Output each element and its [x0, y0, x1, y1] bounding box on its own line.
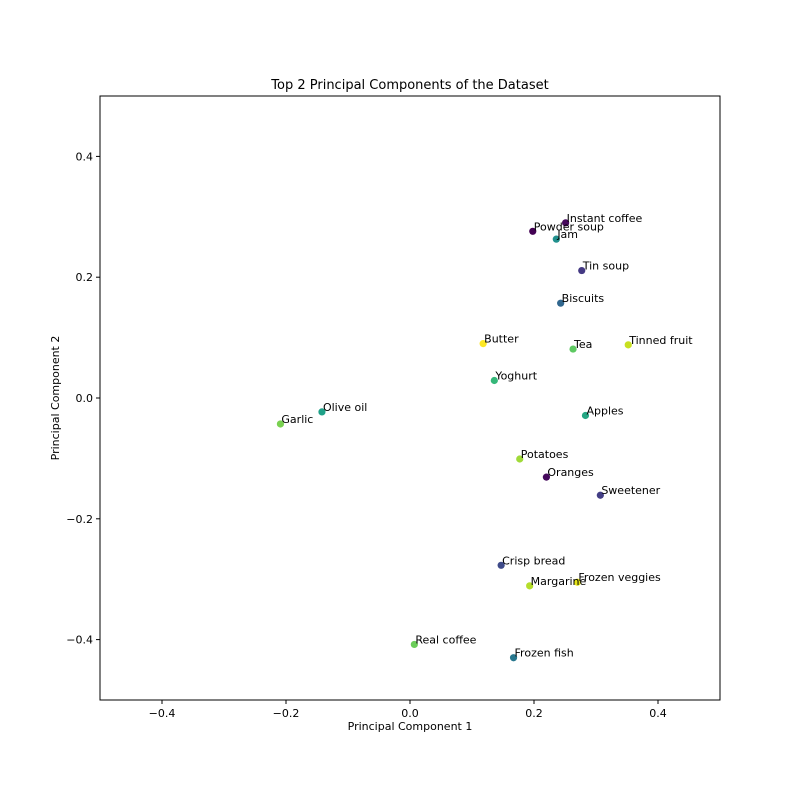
- data-point-label: Apples: [586, 405, 623, 418]
- data-point-label: Instant coffee: [567, 212, 643, 225]
- x-tick-label: −0.4: [149, 707, 176, 720]
- data-point-label: Biscuits: [562, 292, 605, 305]
- data-point-label: Tea: [573, 338, 592, 351]
- data-point: [573, 578, 582, 586]
- data-point: [596, 491, 604, 499]
- data-point: [542, 473, 551, 481]
- data-point: [526, 582, 534, 590]
- data-point: [562, 219, 570, 227]
- data-point-label: Sweetener: [601, 484, 660, 497]
- data-point: [490, 376, 498, 385]
- data-point: [557, 299, 565, 307]
- data-point: [410, 640, 418, 649]
- data-point: [516, 455, 524, 463]
- y-tick-label: 0.4: [76, 150, 94, 163]
- y-tick-label: −0.4: [66, 634, 93, 647]
- x-tick-label: −0.2: [273, 707, 300, 720]
- y-tick-label: −0.2: [66, 513, 93, 526]
- data-point: [509, 654, 518, 662]
- data-point: [318, 408, 326, 416]
- y-tick-label: 0.2: [76, 271, 94, 284]
- x-tick-label: 0.4: [649, 707, 667, 720]
- data-point: [497, 561, 505, 569]
- data-point: [529, 227, 537, 235]
- y-axis-label: Principal Component 2: [49, 336, 62, 461]
- data-point-label: Margarine: [531, 575, 587, 588]
- data-point-label: Frozen fish: [515, 647, 574, 660]
- data-point-label: Powder soup: [534, 220, 604, 233]
- data-point-label: Oranges: [547, 466, 594, 479]
- data-point: [552, 235, 560, 243]
- data-point-label: Garlic: [281, 413, 313, 426]
- data-point: [569, 345, 577, 353]
- data-point-label: Crisp bread: [502, 554, 565, 567]
- data-point-label: Tin soup: [582, 260, 629, 273]
- data-point-label: Olive oil: [323, 401, 367, 414]
- data-point-label: Real coffee: [415, 633, 476, 646]
- data-point: [479, 340, 487, 348]
- data-point: [624, 341, 632, 349]
- data-point-label: Potatoes: [521, 448, 569, 461]
- data-point: [276, 420, 285, 428]
- x-axis-label: Principal Component 1: [348, 720, 473, 733]
- data-point-label: Tinned fruit: [628, 334, 693, 347]
- chart-title: Top 2 Principal Components of the Datase…: [270, 78, 548, 93]
- x-tick-label: 0.2: [525, 707, 543, 720]
- data-point: [581, 411, 590, 420]
- data-point-label: Yoghurt: [494, 369, 537, 382]
- data-point-label: Jam: [556, 228, 578, 241]
- y-tick-label: 0.0: [76, 392, 94, 405]
- x-tick-label: 0.0: [401, 707, 419, 720]
- data-point: [578, 266, 586, 275]
- data-point-label: Frozen veggies: [578, 571, 661, 584]
- data-point-label: Butter: [484, 333, 519, 346]
